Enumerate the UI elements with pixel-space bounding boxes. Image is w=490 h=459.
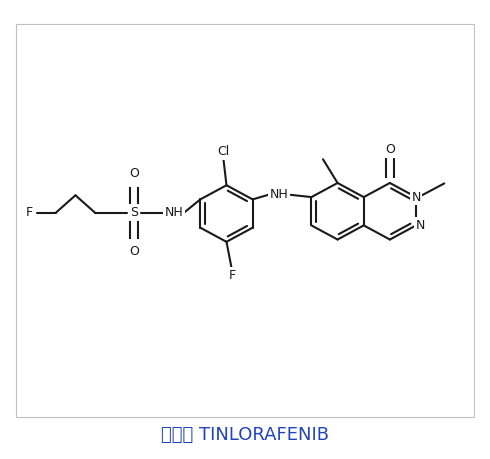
Text: S: S — [130, 206, 138, 219]
Text: NH: NH — [165, 206, 184, 219]
Text: F: F — [26, 206, 33, 219]
Text: N: N — [415, 219, 425, 232]
Text: O: O — [385, 143, 395, 156]
Bar — [16, 24, 474, 417]
Text: Cl: Cl — [217, 146, 229, 158]
Text: O: O — [129, 168, 139, 180]
Text: N: N — [412, 190, 421, 204]
Text: NH: NH — [270, 188, 289, 202]
Text: O: O — [129, 245, 139, 258]
Text: 化合物 TINLORAFENIB: 化合物 TINLORAFENIB — [161, 426, 329, 444]
Text: F: F — [229, 269, 236, 282]
